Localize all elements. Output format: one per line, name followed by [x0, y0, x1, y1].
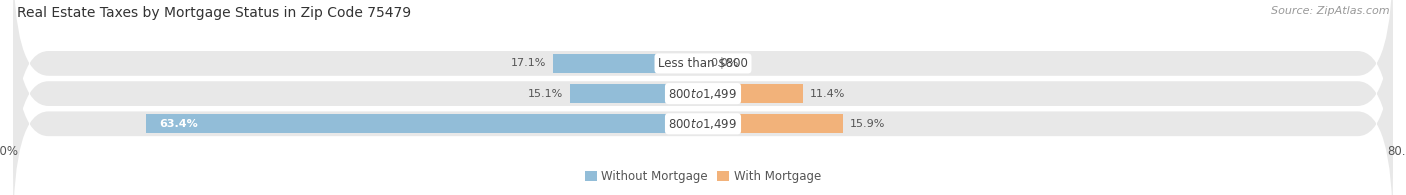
Text: 63.4%: 63.4%	[159, 119, 198, 129]
Text: 11.4%: 11.4%	[810, 89, 845, 99]
Text: 15.1%: 15.1%	[529, 89, 564, 99]
Bar	[553, 54, 703, 73]
Text: Source: ZipAtlas.com: Source: ZipAtlas.com	[1271, 6, 1389, 16]
Bar	[571, 84, 703, 103]
Text: 0.0%: 0.0%	[710, 58, 738, 68]
Text: Less than $800: Less than $800	[658, 57, 748, 70]
FancyBboxPatch shape	[13, 15, 1393, 195]
Bar	[703, 84, 803, 103]
Bar	[146, 114, 703, 133]
Text: Real Estate Taxes by Mortgage Status in Zip Code 75479: Real Estate Taxes by Mortgage Status in …	[17, 6, 411, 20]
Text: 15.9%: 15.9%	[849, 119, 886, 129]
Text: $800 to $1,499: $800 to $1,499	[668, 87, 738, 101]
FancyBboxPatch shape	[13, 0, 1393, 172]
Legend: Without Mortgage, With Mortgage: Without Mortgage, With Mortgage	[585, 170, 821, 183]
Bar	[703, 114, 842, 133]
FancyBboxPatch shape	[13, 0, 1393, 195]
Text: 17.1%: 17.1%	[510, 58, 546, 68]
Text: $800 to $1,499: $800 to $1,499	[668, 117, 738, 131]
